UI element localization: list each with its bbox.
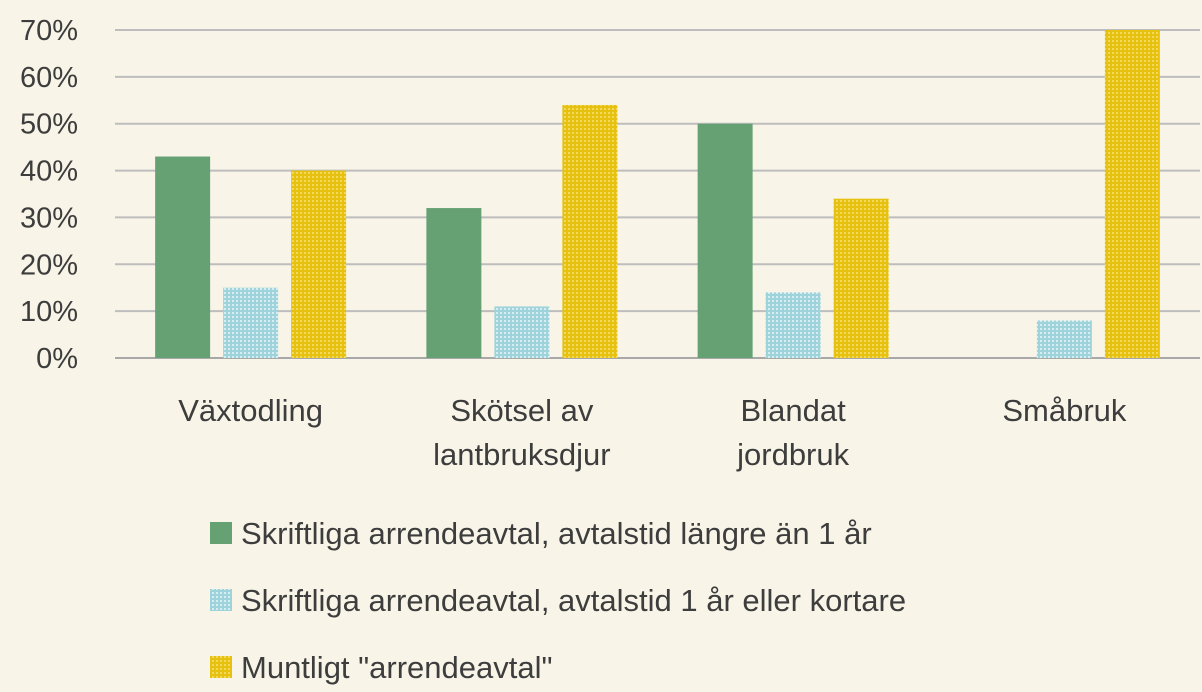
bar-2-cat-1 (223, 287, 279, 358)
legend: Skriftliga arrendeavtal, avtalstid längr… (210, 516, 906, 685)
bar-3-cat-4 (1104, 30, 1160, 358)
bar-2-cat-3 (765, 292, 821, 358)
y-tick-label: 70% (20, 15, 78, 47)
bar-1-cat-1 (155, 156, 211, 358)
x-category-label: Blandat (741, 393, 847, 428)
y-tick-label: 0% (36, 343, 78, 375)
x-category-label: Växtodling (178, 393, 323, 428)
x-category-label: Skötsel av (450, 393, 594, 428)
axis: 0% 10% 20% 30% 40% 50% 60% 70% Växtodling Skötsel… (20, 15, 1127, 472)
legend-label: Skriftliga arrendeavtal, avtalstid längr… (241, 516, 872, 551)
bar-2-cat-2 (494, 306, 550, 358)
bar-1-cat-2 (426, 208, 482, 358)
y-tick-label: 60% (20, 62, 78, 94)
x-category-label: lantbruksdjur (433, 437, 610, 472)
legend-swatch (210, 589, 232, 611)
bar-3-cat-3 (833, 198, 889, 358)
bar-3-cat-2 (562, 104, 618, 358)
legend-label: Skriftliga arrendeavtal, avtalstid 1 år … (241, 583, 906, 618)
x-category-label: jordbruk (736, 437, 849, 472)
y-tick-label: 50% (20, 109, 78, 141)
y-tick-label: 40% (20, 156, 78, 188)
x-category-label: Småbruk (1002, 393, 1127, 428)
legend-swatch (210, 522, 232, 544)
y-tick-label: 20% (20, 249, 78, 281)
legend-swatch (210, 656, 232, 678)
y-tick-label: 30% (20, 202, 78, 234)
bar-1-cat-3 (697, 123, 753, 358)
legend-label: Muntligt "arrendeavtal" (241, 650, 553, 685)
bars (155, 30, 1160, 358)
y-tick-label: 10% (20, 296, 78, 328)
bar-3-cat-1 (291, 170, 347, 358)
bar-2-cat-4 (1036, 320, 1092, 358)
